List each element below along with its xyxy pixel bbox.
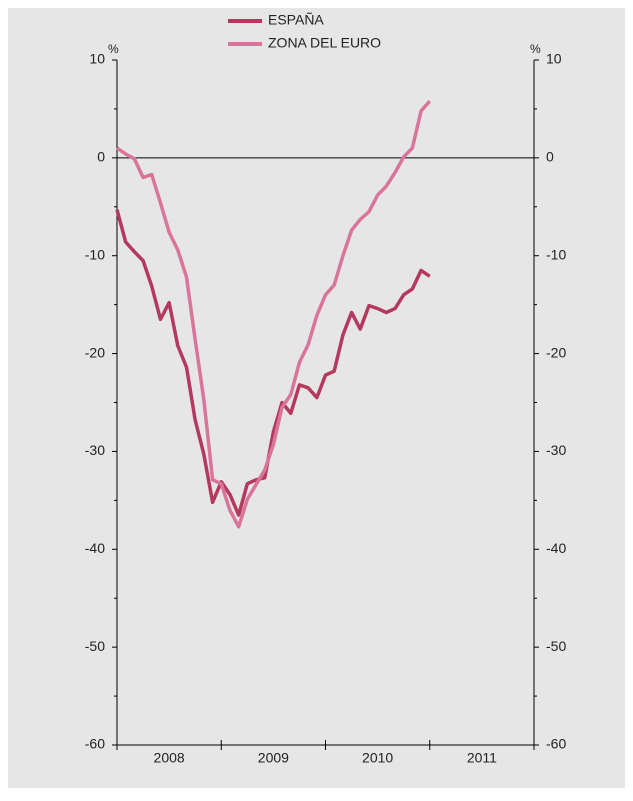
y2-tick-label: 10 — [546, 51, 562, 67]
y2-tick-label: -60 — [546, 736, 566, 752]
y-tick-label: -40 — [85, 540, 105, 556]
y2-tick-label: -50 — [546, 638, 566, 654]
legend-label: ZONA DEL EURO — [268, 35, 381, 51]
y-tick-label: 10 — [89, 51, 105, 67]
y-tick-label: -50 — [85, 638, 105, 654]
series-line — [116, 99, 432, 529]
x-tick-label: 2011 — [467, 750, 497, 766]
legend-label: ESPAÑA — [268, 12, 324, 28]
x-tick-label: 2009 — [258, 750, 289, 766]
y-tick-label: -20 — [85, 344, 105, 360]
x-tick-label: 2008 — [154, 750, 185, 766]
y2-tick-label: -40 — [546, 540, 566, 556]
y2-tick-label: -30 — [546, 442, 566, 458]
y2-tick-label: -20 — [546, 344, 566, 360]
y2-tick-label: 0 — [546, 149, 554, 165]
x-tick-label: 2010 — [362, 750, 393, 766]
y2-tick-label: -10 — [546, 246, 566, 262]
y-tick-label: -60 — [85, 736, 105, 752]
y2-unit: % — [530, 42, 541, 56]
y-tick-label: 0 — [97, 149, 105, 165]
series-line — [115, 209, 431, 517]
y-unit: % — [108, 42, 119, 56]
y-tick-label: -30 — [85, 442, 105, 458]
y-tick-label: -10 — [85, 246, 105, 262]
